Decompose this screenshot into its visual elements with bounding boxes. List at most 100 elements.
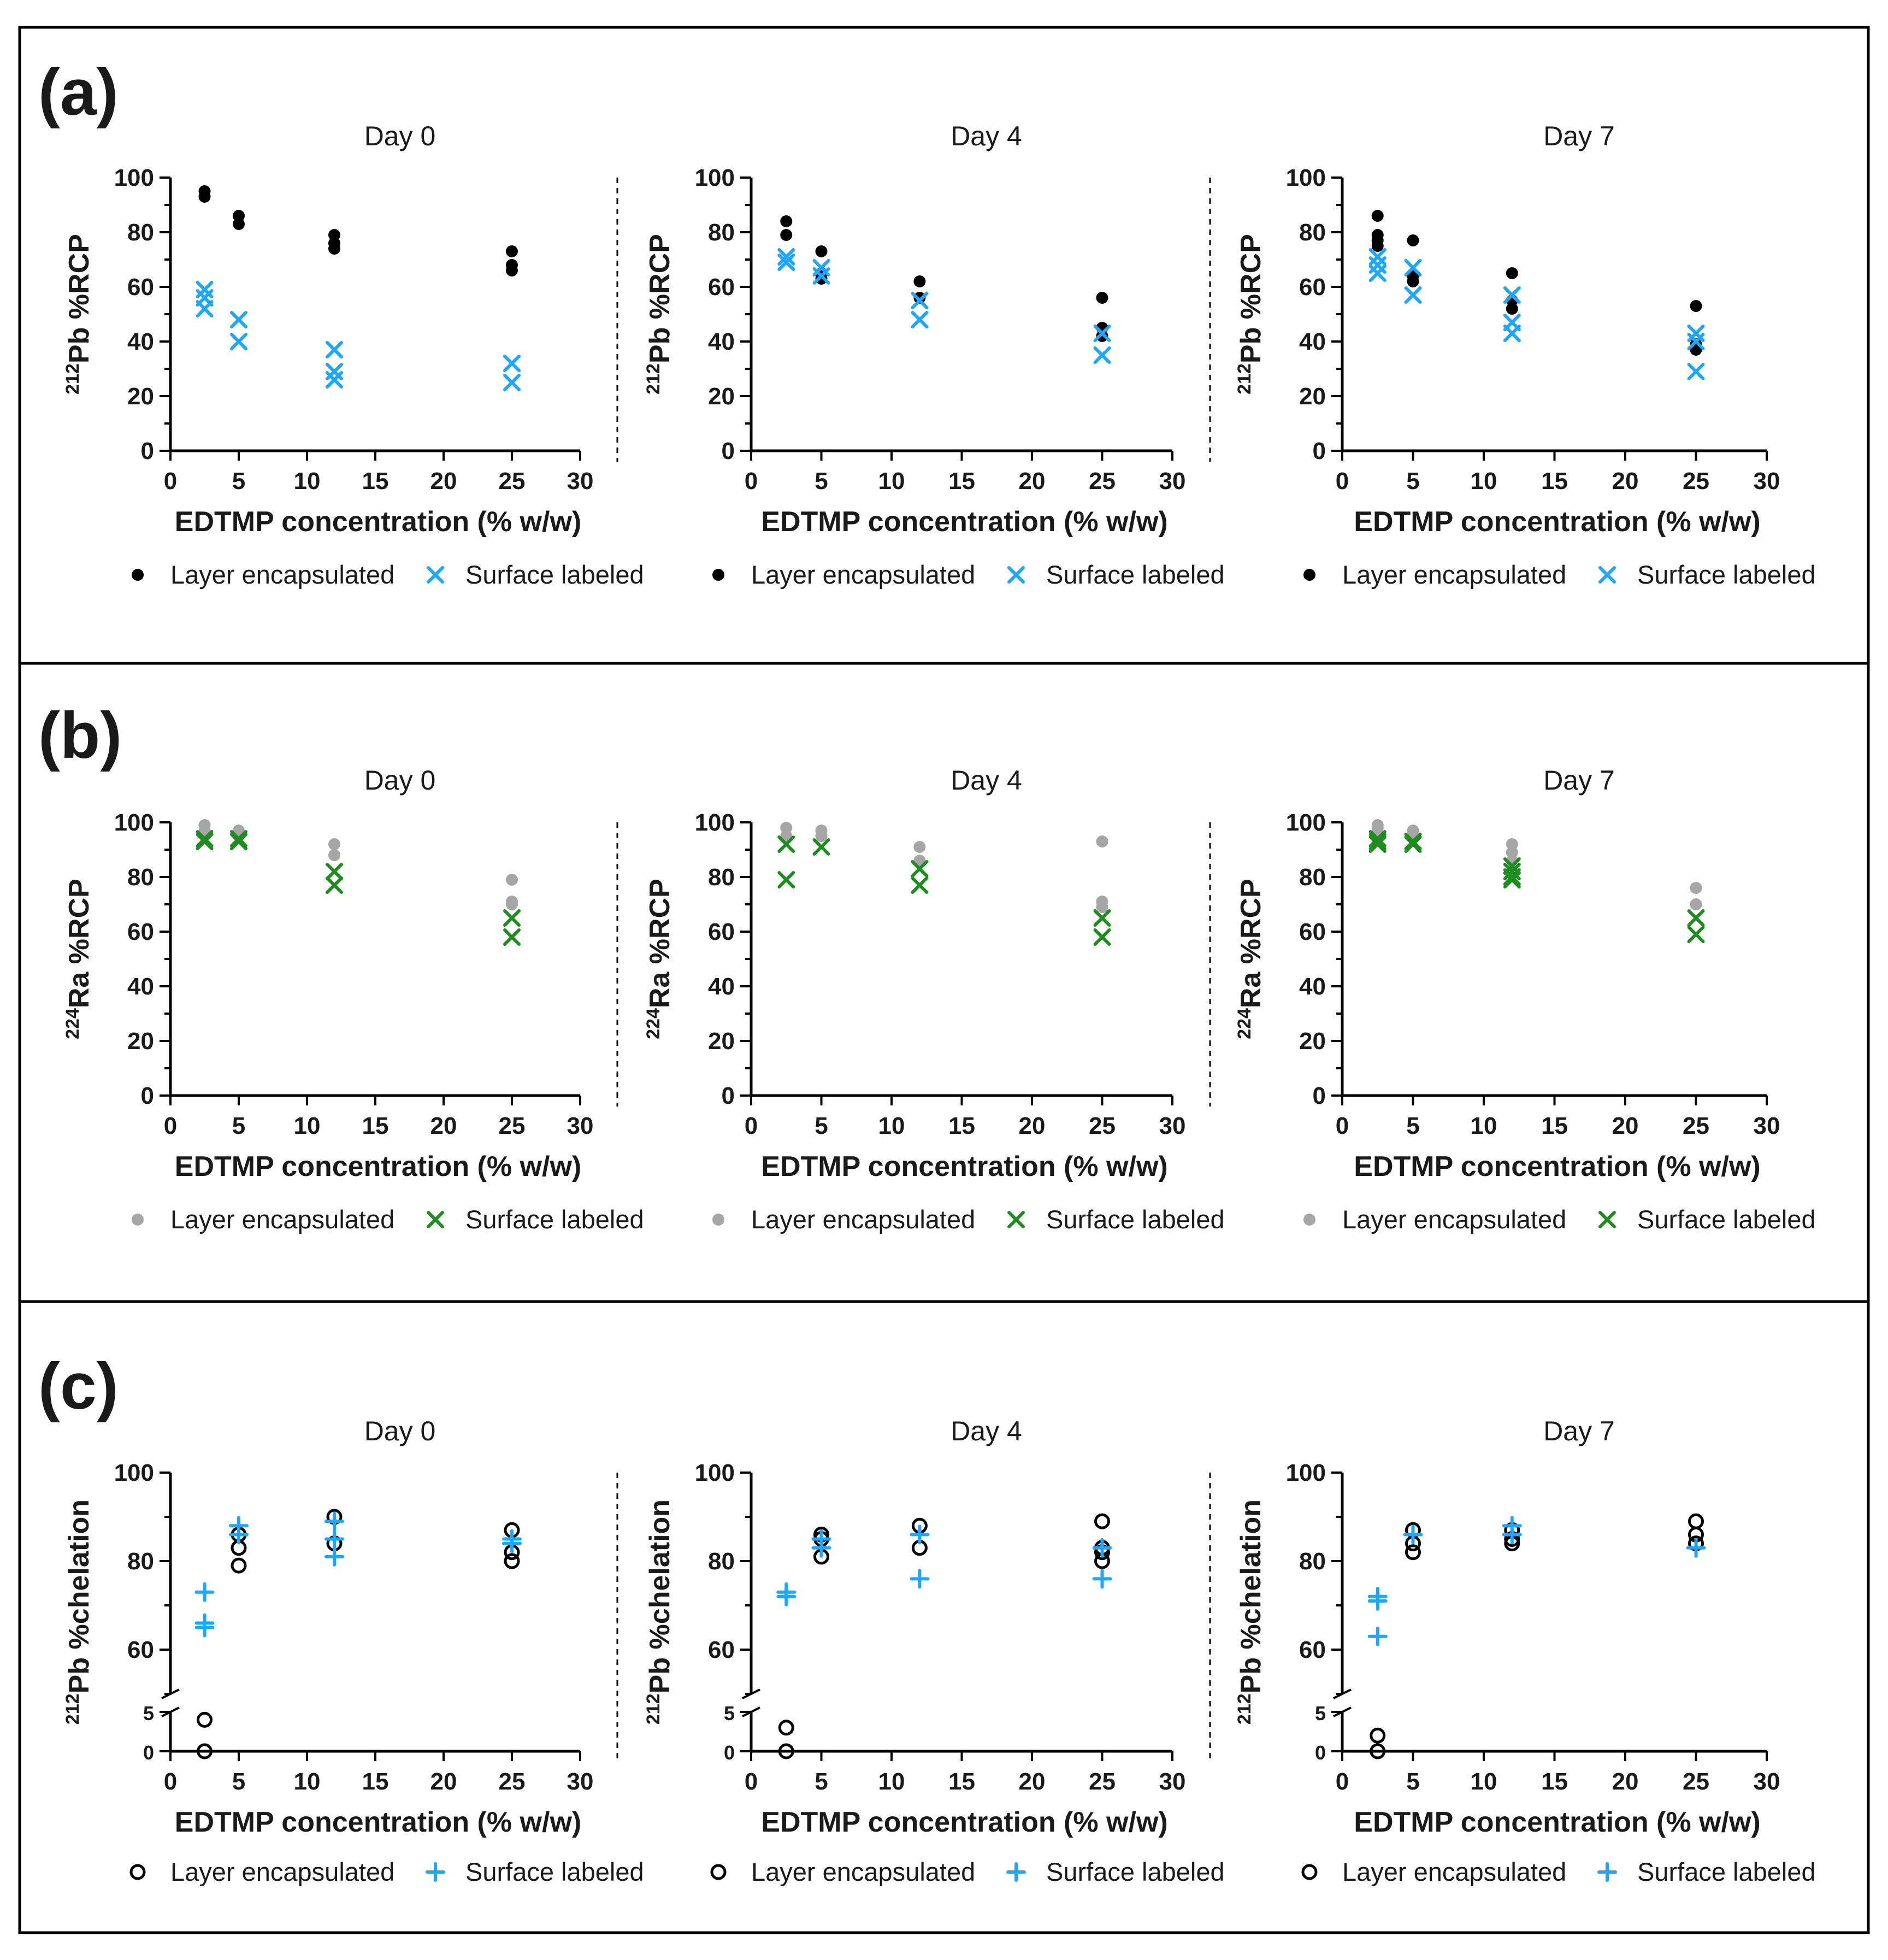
point-layer-encapsulated bbox=[1690, 300, 1702, 312]
point-surface-labeled bbox=[503, 355, 521, 372]
y-axis-label-text: Pb %RCP bbox=[63, 234, 95, 363]
x-tick-label: 20 bbox=[430, 1768, 457, 1795]
y-axis-label-text: Pb %RCP bbox=[1235, 234, 1267, 363]
y-tick-label: 0 bbox=[141, 438, 154, 464]
point-surface-labeled bbox=[1368, 835, 1386, 853]
x-tick-label: 20 bbox=[1612, 1113, 1639, 1139]
y-axis-label-text: Ra %RCP bbox=[644, 879, 676, 1008]
x-tick-label: 5 bbox=[815, 468, 828, 495]
subplot-title: Day 4 bbox=[951, 1416, 1022, 1446]
point-surface-labeled bbox=[812, 267, 830, 285]
y-tick-label: 0 bbox=[143, 1741, 154, 1764]
point-surface-labeled bbox=[1093, 928, 1111, 946]
point-layer-encapsulated bbox=[913, 292, 926, 304]
y-tick-label: 0 bbox=[1313, 438, 1326, 464]
y-axis-label: 224Ra %RCP bbox=[643, 879, 676, 1039]
x-tick-label: 15 bbox=[362, 1768, 389, 1795]
subplot-day: Day 0 0 20 40 60 80 100 0 5 10 15 20 25 30 EDTMP conce… bbox=[62, 121, 644, 589]
point-surface-labeled bbox=[911, 876, 929, 894]
x-tick-label: 15 bbox=[1541, 1768, 1568, 1795]
point-layer-encapsulated bbox=[197, 1743, 213, 1759]
x-tick-label: 10 bbox=[294, 1768, 321, 1795]
point-surface-labeled bbox=[1404, 286, 1422, 304]
y-tick-label: 60 bbox=[1299, 1637, 1326, 1663]
x-tick-label: 10 bbox=[294, 468, 321, 495]
point-layer-encapsulated bbox=[1405, 1544, 1421, 1561]
x-tick-label: 15 bbox=[948, 468, 975, 495]
point-layer-encapsulated bbox=[197, 1711, 213, 1728]
point-layer-encapsulated bbox=[1506, 303, 1518, 315]
x-tick-label: 5 bbox=[1406, 1113, 1419, 1139]
x-tick-label: 20 bbox=[1019, 468, 1046, 495]
point-layer-encapsulated bbox=[913, 275, 926, 287]
x-tick-label: 15 bbox=[1541, 468, 1568, 495]
point-surface-labeled bbox=[1093, 346, 1111, 364]
legend-label-layer-encapsulated: Layer encapsulated bbox=[170, 1205, 394, 1234]
point-layer-encapsulated bbox=[504, 1553, 520, 1569]
point-layer-encapsulated bbox=[913, 841, 926, 853]
y-axis-label: 212Pb %RCP bbox=[643, 234, 676, 395]
point-surface-labeled bbox=[911, 292, 929, 309]
x-tick-label: 25 bbox=[1683, 1113, 1709, 1139]
legend-marker-surface-labeled bbox=[426, 1862, 445, 1882]
x-tick-label: 10 bbox=[1471, 468, 1497, 495]
point-surface-labeled bbox=[502, 1533, 522, 1553]
point-surface-labeled bbox=[910, 1569, 930, 1589]
y-axis-label-isotope: 212 bbox=[1234, 363, 1255, 395]
y-axis-label-isotope: 212 bbox=[643, 1693, 664, 1724]
y-axis-label: 212Pb %chelation bbox=[62, 1499, 95, 1724]
x-tick-label: 30 bbox=[1159, 1768, 1186, 1795]
y-tick-label: 5 bbox=[143, 1702, 154, 1724]
point-surface-labeled bbox=[1404, 835, 1422, 853]
y-axis-label-isotope: 212 bbox=[1234, 1693, 1255, 1724]
point-layer-encapsulated bbox=[1407, 234, 1419, 246]
legend-label-layer-encapsulated: Layer encapsulated bbox=[1342, 1857, 1566, 1886]
y-axis-label-isotope: 224 bbox=[62, 1008, 83, 1039]
point-layer-encapsulated bbox=[1371, 210, 1384, 222]
subplot-title: Day 0 bbox=[364, 121, 436, 151]
legend-label-surface-labeled: Surface labeled bbox=[1046, 1205, 1225, 1234]
y-tick-label: 0 bbox=[722, 438, 735, 464]
x-tick-label: 0 bbox=[1336, 468, 1349, 495]
point-surface-labeled bbox=[1093, 325, 1111, 342]
point-surface-labeled bbox=[1368, 833, 1386, 850]
y-axis-label-text: Ra %RCP bbox=[1235, 879, 1267, 1008]
x-tick-label: 15 bbox=[1541, 1113, 1568, 1139]
legend-marker-surface-labeled bbox=[1007, 1211, 1025, 1228]
x-tick-label: 10 bbox=[1471, 1768, 1497, 1795]
point-layer-encapsulated bbox=[1094, 1513, 1110, 1529]
point-surface-labeled bbox=[1687, 926, 1705, 943]
subplot-day: Day 7 60 80 100 0 5 0 5 10 15 20 25 30 EDTMP concentr… bbox=[1234, 1416, 1816, 1886]
point-surface-labeled bbox=[230, 333, 247, 350]
y-tick-label: 100 bbox=[1286, 164, 1326, 191]
x-tick-label: 25 bbox=[1683, 468, 1709, 495]
point-surface-labeled bbox=[326, 341, 343, 358]
point-layer-encapsulated bbox=[1506, 267, 1518, 279]
point-layer-encapsulated bbox=[815, 245, 828, 257]
y-tick-label: 60 bbox=[127, 274, 154, 301]
y-tick-label: 20 bbox=[708, 383, 735, 410]
point-layer-encapsulated bbox=[778, 1720, 794, 1736]
y-tick-label: 100 bbox=[695, 164, 735, 191]
point-layer-encapsulated bbox=[1096, 330, 1108, 342]
x-axis-label: EDTMP concentration (% w/w) bbox=[1354, 1151, 1760, 1182]
point-surface-labeled bbox=[326, 876, 343, 894]
x-tick-label: 20 bbox=[1019, 1768, 1046, 1795]
y-tick-label: 80 bbox=[1299, 219, 1326, 246]
y-tick-label: 80 bbox=[127, 1548, 154, 1575]
point-layer-encapsulated bbox=[1096, 292, 1108, 304]
legend-label-surface-labeled: Surface labeled bbox=[1046, 560, 1225, 589]
x-tick-label: 15 bbox=[362, 468, 389, 495]
legend-label-layer-encapsulated: Layer encapsulated bbox=[751, 1205, 975, 1234]
point-surface-labeled bbox=[503, 374, 521, 391]
x-tick-label: 5 bbox=[232, 468, 245, 495]
point-layer-encapsulated bbox=[780, 215, 793, 227]
point-layer-encapsulated bbox=[1690, 898, 1702, 910]
y-axis-label: 212Pb %RCP bbox=[1234, 234, 1267, 395]
subplot-title: Day 7 bbox=[1543, 121, 1615, 151]
y-tick-label: 80 bbox=[708, 864, 735, 891]
y-axis-label: 224Ra %RCP bbox=[1234, 879, 1267, 1039]
x-axis-label: EDTMP concentration (% w/w) bbox=[1354, 1806, 1760, 1838]
point-surface-labeled bbox=[1093, 909, 1111, 927]
